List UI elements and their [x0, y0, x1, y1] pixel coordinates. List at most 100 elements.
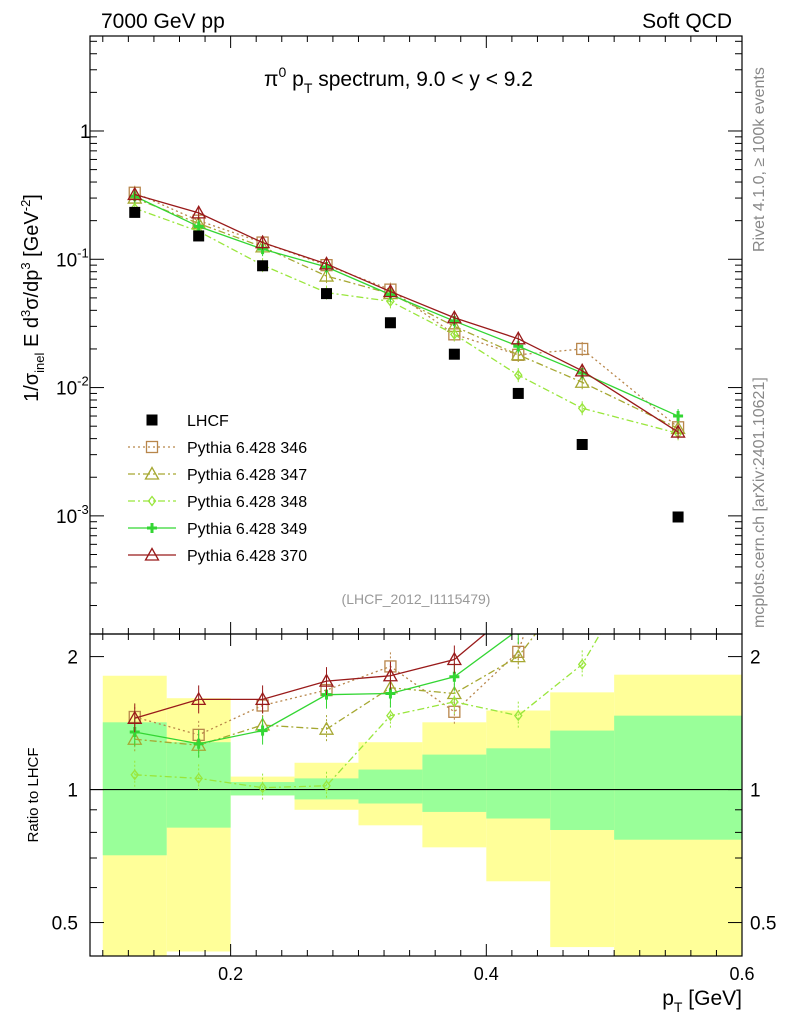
ratio-point-p370-5: [446, 651, 462, 666]
legend-marker-p347: [144, 466, 160, 480]
xtick-label-2: 0.6: [729, 964, 754, 984]
point-p348-6: [513, 369, 523, 381]
legend-marker-p349: [147, 523, 157, 533]
point-p370-8: [670, 424, 686, 438]
point-p348-7: [577, 402, 587, 414]
ratio-point-p370-4: [382, 667, 399, 682]
ratio-point-p347-7: [576, 566, 589, 578]
lhcf-point-7: [576, 438, 588, 450]
point-p347-3: [318, 268, 335, 282]
band-inner-6: [486, 748, 551, 819]
lhcf-point-2: [257, 260, 269, 272]
band-inner-8: [614, 715, 742, 840]
band-inner-7: [550, 730, 615, 830]
ratio-point-p370-1: [191, 691, 207, 706]
point-p348-5: [450, 328, 459, 340]
legend-label-p348: Pythia 6.428 348: [187, 494, 307, 511]
ratio-point-p346-7: [577, 454, 588, 465]
point-p349-1: [193, 221, 204, 232]
point-p347-6: [510, 347, 526, 361]
upper-ylabel: 1/σinel E d3σ/dp3 [GeV-2]: [18, 194, 47, 402]
ratio-point-p348-8: [675, 497, 682, 506]
ratio-point-p347-5: [446, 685, 462, 700]
point-p370-1: [191, 205, 207, 219]
legend-label-p349: Pythia 6.428 349: [187, 521, 307, 538]
energy-label: 7000 GeV pp: [101, 10, 225, 33]
legend-label-p370: Pythia 6.428 370: [187, 548, 307, 565]
point-p348-4: [386, 295, 395, 307]
lhcf-point-4: [384, 317, 396, 329]
upper-frame: [89, 35, 743, 635]
legend-marker-p346: [145, 440, 159, 454]
point-p370-3: [318, 256, 335, 270]
ratio-point-p348-1: [194, 772, 203, 784]
ratio-point-p370-8: [672, 490, 685, 502]
point-p370-4: [382, 283, 399, 298]
band-inner-4: [358, 769, 423, 804]
ratio-point-p348-7: [577, 658, 587, 670]
ytick-label-lower-right-2: 0.5: [750, 914, 776, 935]
lower-frame: [89, 633, 743, 957]
legend-marker-data: [146, 414, 158, 426]
ratio-point-p348-4: [386, 710, 395, 722]
legend-label-data: LHCF: [187, 413, 229, 430]
ytick-label-upper-0: 1: [80, 122, 91, 143]
point-p349-8: [673, 411, 684, 422]
axes: 0.2 0.4 0.6 1 10-1 10-2 10-3 2 2 1 1 0.5 0.5: [52, 36, 776, 984]
process-label: Soft QCD: [642, 10, 732, 33]
point-p346-7: [576, 342, 589, 356]
lower-ylabel: Ratio to LHCF: [25, 747, 42, 842]
legend-label-p346: Pythia 6.428 346: [187, 440, 307, 457]
upper-series: [127, 185, 686, 523]
ratio-point-p349-2: [257, 725, 268, 736]
ratio-point-p348-2: [258, 782, 267, 794]
ratio-point-p349-7: [577, 539, 587, 549]
series-line-p370: [134, 193, 679, 433]
ratio-point-p349-4: [385, 688, 396, 699]
band-inner-5: [422, 754, 487, 812]
rivet-label: Rivet 4.1.0, ≥ 100k events: [751, 67, 768, 252]
legend-marker-p370: [144, 547, 160, 561]
lhcf-point-0: [129, 206, 141, 218]
band-inner-2: [230, 782, 295, 796]
xlabel: pT [GeV]: [662, 987, 742, 1015]
ratio-point-p347-6: [510, 648, 526, 663]
xtick-label-0: 0.2: [218, 964, 243, 984]
series-line-p349: [134, 195, 679, 417]
point-p370-0: [127, 186, 143, 201]
legend-marker-p348: [147, 495, 157, 507]
ratio-point-p370-3: [318, 673, 335, 687]
ratio-point-p348-6: [513, 710, 523, 722]
ytick-label-lower-left-0: 2: [67, 648, 78, 669]
point-p370-7: [574, 363, 590, 377]
ratio-series: [127, 454, 685, 802]
ytick-label-upper-2: 10-2: [56, 374, 89, 400]
ratio-point-p346-8: [673, 475, 684, 486]
plot-title: π0 pT spectrum, 9.0 < y < 9.2: [264, 64, 533, 96]
legend-label-p347: Pythia 6.428 347: [187, 467, 307, 484]
series-line-p346: [134, 192, 679, 428]
ratio-point-p370-0: [127, 710, 143, 724]
ratio-point-p370-7: [576, 530, 589, 542]
ratio-point-p370-2: [254, 691, 271, 706]
legend: LHCF Pythia 6.428 346 Pythia 6.428 347 Pyth…: [128, 413, 307, 565]
point-p370-5: [446, 309, 462, 324]
lhcf-point-1: [193, 230, 205, 242]
ytick-label-lower-right-1: 1: [750, 781, 761, 802]
ratio-point-p348-5: [450, 696, 459, 708]
lhcf-point-8: [672, 511, 684, 523]
reference-band: [102, 674, 742, 956]
lhcf-point-6: [512, 387, 524, 399]
point-p370-6: [510, 330, 526, 345]
point-p347-7: [574, 374, 590, 388]
ratio-point-p347-8: [672, 478, 685, 490]
point-p370-2: [254, 234, 271, 249]
series-line-p348: [134, 207, 679, 434]
lhcf-point-5: [448, 348, 460, 360]
ratio-point-p348-0: [130, 769, 140, 781]
mcplots-label: mcplots.cern.ch [arXiv:2401.10621]: [751, 377, 768, 628]
ratio-point-p349-1: [193, 738, 204, 749]
ratio-point-p346-6: [512, 645, 525, 659]
analysis-id: (LHCF_2012_I1115479): [342, 591, 491, 607]
